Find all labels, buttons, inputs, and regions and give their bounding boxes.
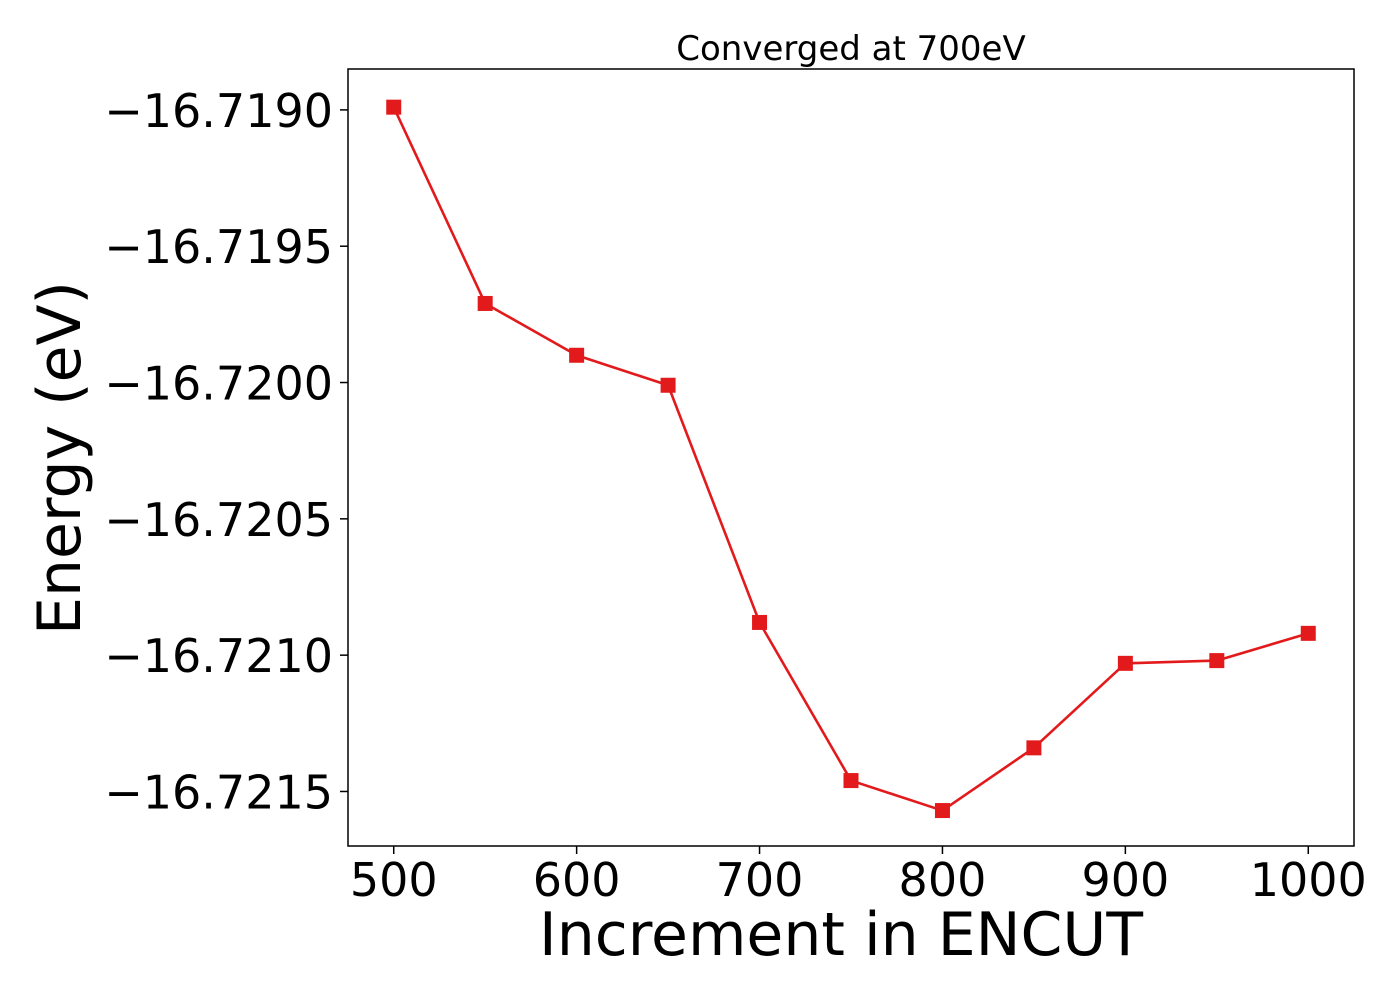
data-point-marker (1026, 740, 1042, 756)
data-point-marker (660, 377, 676, 393)
data-point-marker (934, 803, 950, 819)
y-tick-label: −16.7190 (104, 84, 333, 138)
data-point-marker (1117, 655, 1133, 671)
data-point-marker (1209, 653, 1225, 669)
y-tick-label: −16.7215 (104, 765, 333, 819)
data-point-marker (386, 99, 402, 115)
data-point-marker (752, 614, 768, 630)
x-tick-label: 600 (533, 853, 621, 907)
y-axis-label: Energy (eV) (25, 281, 95, 635)
plot-area: 500 600 700 800 900 1000 −16.7190 −16.7195 −16.7… (104, 68, 1367, 907)
x-tick-label: 1000 (1250, 853, 1367, 907)
y-tick-label: −16.7210 (104, 629, 333, 683)
x-tick-label: 900 (1081, 853, 1169, 907)
x-tick-label: 700 (716, 853, 804, 907)
chart-title: Converged at 700eV (676, 29, 1025, 69)
y-tick-label: −16.7200 (104, 357, 333, 411)
y-tick-label: −16.7195 (104, 220, 333, 274)
data-point-marker (569, 347, 585, 363)
series-line (392, 106, 1309, 812)
x-tick-label: 500 (350, 853, 438, 907)
data-point-marker (1300, 625, 1316, 641)
x-tick-label: 800 (899, 853, 987, 907)
data-point-marker (843, 773, 859, 789)
plot-frame (347, 68, 1355, 847)
data-point-marker (477, 295, 493, 311)
x-axis-label: Increment in ENCUT (539, 900, 1143, 970)
y-tick-label: −16.7205 (104, 493, 333, 547)
